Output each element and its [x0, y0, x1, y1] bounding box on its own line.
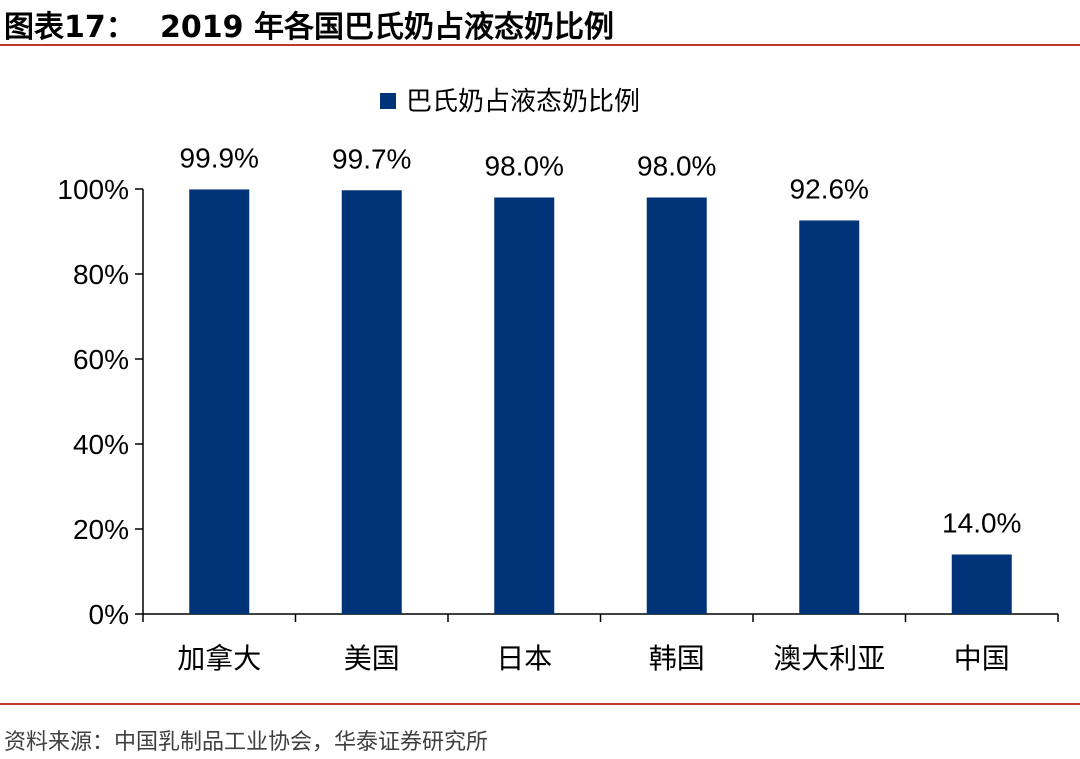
legend-label: 巴氏奶占液态奶比例 [406, 86, 640, 116]
bar [494, 197, 555, 614]
y-tick-label: 80% [73, 259, 129, 290]
data-label: 98.0% [637, 151, 716, 182]
axes [135, 188, 1059, 622]
y-tick-label: 40% [73, 429, 129, 460]
figure-title: 2019 年各国巴氏奶占液态奶比例 [160, 10, 614, 45]
bar [646, 197, 707, 614]
x-tick-labels: 加拿大 美国 日本 韩国 澳大利亚 中国 [177, 643, 1010, 674]
legend: 巴氏奶占液态奶比例 [380, 86, 640, 116]
data-label: 99.7% [332, 143, 411, 174]
source-note: 资料来源：中国乳制品工业协会，华泰证券研究所 [4, 730, 489, 755]
bar [951, 554, 1012, 614]
x-tick-label: 日本 [496, 643, 552, 674]
bar-chart: 巴氏奶占液态奶比例 99.9% 99.7% 98.0% 98.0% 92.6% 14.0%… [57, 86, 1059, 674]
x-tick-label: 中国 [954, 643, 1010, 674]
data-label: 99.9% [180, 142, 259, 173]
data-label: 98.0% [485, 151, 564, 182]
figure-label: 图表17： [4, 10, 136, 45]
x-tick-label: 美国 [344, 643, 400, 674]
y-tick-label: 100% [57, 174, 129, 205]
data-label: 14.0% [942, 508, 1021, 539]
figure-header: 图表17： 2019 年各国巴氏奶占液态奶比例 [0, 0, 1080, 46]
header-rule [0, 44, 1080, 46]
x-tick-label: 澳大利亚 [773, 643, 885, 674]
x-tick-label: 加拿大 [177, 643, 261, 674]
bar [189, 189, 250, 615]
footer-rule [0, 703, 1080, 705]
y-tick-label: 60% [73, 344, 129, 375]
legend-swatch [380, 93, 396, 109]
y-tick-label: 0% [89, 599, 129, 630]
data-labels: 99.9% 99.7% 98.0% 98.0% 92.6% 14.0% [180, 142, 1022, 538]
y-tick-labels: 0% 20% 40% 60% 80% 100% [57, 174, 129, 630]
bars [189, 189, 1012, 615]
x-tick-label: 韩国 [649, 643, 705, 674]
y-tick-label: 20% [73, 514, 129, 545]
bar [799, 220, 860, 614]
bar [341, 190, 402, 614]
data-label: 92.6% [790, 173, 869, 204]
